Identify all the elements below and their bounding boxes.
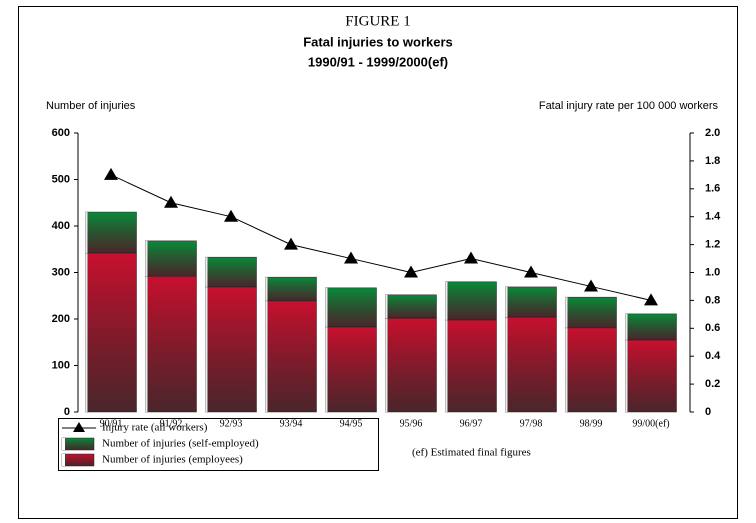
bar-segment bbox=[85, 211, 137, 254]
line-marker bbox=[524, 265, 538, 278]
bar-highlight bbox=[565, 327, 568, 412]
line-marker bbox=[644, 293, 658, 306]
y2-tick-label: 1.8 bbox=[705, 155, 720, 167]
figure-label: FIGURE 1 bbox=[345, 13, 410, 29]
line-marker bbox=[584, 279, 598, 292]
bar-highlight bbox=[445, 281, 448, 320]
x-tick-label: 90/91 bbox=[100, 418, 123, 429]
y2-tick-label: 1.0 bbox=[705, 266, 720, 278]
y2-tick-label: 0.6 bbox=[705, 322, 720, 334]
x-tick-label: 95/96 bbox=[400, 418, 423, 429]
y-axis-label: Number of injuries bbox=[46, 100, 136, 112]
note: (ef) Estimated final figures bbox=[412, 447, 531, 459]
bar-highlight bbox=[325, 326, 328, 412]
bar-segment bbox=[445, 281, 497, 321]
frame bbox=[18, 6, 738, 519]
y2-tick-label: 0 bbox=[705, 406, 711, 418]
y-tick-label: 0 bbox=[64, 406, 70, 418]
legend-swatch bbox=[61, 453, 95, 467]
line-marker bbox=[104, 167, 118, 180]
bar-highlight bbox=[385, 294, 388, 319]
bar-segment bbox=[565, 296, 617, 329]
y2-tick-label: 0.4 bbox=[705, 350, 721, 362]
bar-highlight bbox=[85, 212, 88, 253]
x-tick-label: 94/95 bbox=[340, 418, 363, 429]
x-tick-label: 97/98 bbox=[520, 418, 543, 429]
legend-marker bbox=[73, 422, 85, 432]
y2-tick-label: 1.6 bbox=[705, 183, 720, 195]
bar-segment bbox=[625, 339, 677, 413]
bar-highlight bbox=[265, 300, 268, 412]
bar-segment bbox=[265, 276, 317, 302]
bar-highlight bbox=[205, 257, 208, 287]
bar-highlight bbox=[145, 240, 148, 277]
bar-highlight bbox=[625, 313, 628, 340]
y2-tick-label: 0.8 bbox=[705, 294, 720, 306]
bar-segment bbox=[505, 316, 557, 413]
y-tick-label: 400 bbox=[52, 220, 70, 232]
x-tick-label: 96/97 bbox=[460, 418, 483, 429]
y-tick-label: 200 bbox=[52, 313, 70, 325]
y-tick-label: 600 bbox=[52, 127, 70, 139]
bar-segment bbox=[385, 294, 437, 319]
bar-highlight bbox=[625, 339, 628, 412]
line-marker bbox=[164, 195, 178, 208]
bar-segment bbox=[205, 256, 257, 288]
bar-highlight bbox=[325, 287, 328, 327]
bar-segment bbox=[625, 313, 677, 341]
x-tick-label: 93/94 bbox=[280, 418, 303, 429]
x-tick-label: 92/93 bbox=[220, 418, 243, 429]
bar-highlight bbox=[85, 252, 88, 412]
bar-highlight bbox=[565, 297, 568, 328]
y2-tick-label: 2.0 bbox=[705, 127, 720, 139]
line-marker bbox=[284, 237, 298, 250]
bar-highlight bbox=[505, 286, 508, 318]
bar-highlight bbox=[505, 317, 508, 412]
bar-highlight bbox=[265, 277, 268, 301]
bar-segment bbox=[205, 286, 257, 413]
line-marker bbox=[404, 265, 418, 278]
bar-segment bbox=[85, 252, 137, 413]
bar-segment bbox=[445, 319, 497, 413]
y2-tick-label: 1.2 bbox=[705, 239, 720, 251]
bar-highlight bbox=[145, 276, 148, 412]
bar-segment bbox=[325, 326, 377, 413]
bar-segment bbox=[385, 317, 437, 413]
legend-swatch bbox=[61, 437, 95, 451]
chart-title: Fatal injuries to workers bbox=[303, 34, 453, 49]
y-tick-label: 300 bbox=[52, 266, 70, 278]
legend-highlight bbox=[62, 454, 65, 466]
bar-highlight bbox=[445, 319, 448, 412]
line-series bbox=[110, 174, 652, 301]
bar-highlight bbox=[385, 318, 388, 412]
line-marker bbox=[464, 251, 478, 264]
legend-box bbox=[58, 418, 379, 471]
bar-segment bbox=[145, 240, 197, 277]
x-tick-label: 98/99 bbox=[580, 418, 603, 429]
bar-highlight bbox=[205, 286, 208, 412]
bar-segment bbox=[265, 300, 317, 413]
y-tick-label: 500 bbox=[52, 173, 70, 185]
legend-label: Number of injuries (employees) bbox=[102, 454, 243, 466]
x-tick-label: 91/92 bbox=[160, 418, 183, 429]
y2-tick-label: 0.2 bbox=[705, 378, 720, 390]
bar-segment bbox=[505, 286, 557, 318]
legend-label: Number of injuries (self-employed) bbox=[102, 438, 259, 450]
line-marker bbox=[224, 209, 238, 222]
y-tick-label: 100 bbox=[52, 359, 70, 371]
legend-highlight bbox=[62, 438, 65, 450]
bar-segment bbox=[325, 287, 377, 328]
y2-axis-label: Fatal injury rate per 100 000 workers bbox=[539, 100, 719, 112]
chart-subtitle: 1990/91 - 1999/2000(ef) bbox=[308, 54, 448, 69]
bar-segment bbox=[565, 327, 617, 413]
y2-tick-label: 1.4 bbox=[705, 211, 721, 223]
line-marker bbox=[344, 251, 358, 264]
legend-label: Injury rate (all workers) bbox=[102, 422, 208, 434]
bar-segment bbox=[145, 275, 197, 413]
x-tick-label: 99/00(ef) bbox=[632, 418, 669, 429]
